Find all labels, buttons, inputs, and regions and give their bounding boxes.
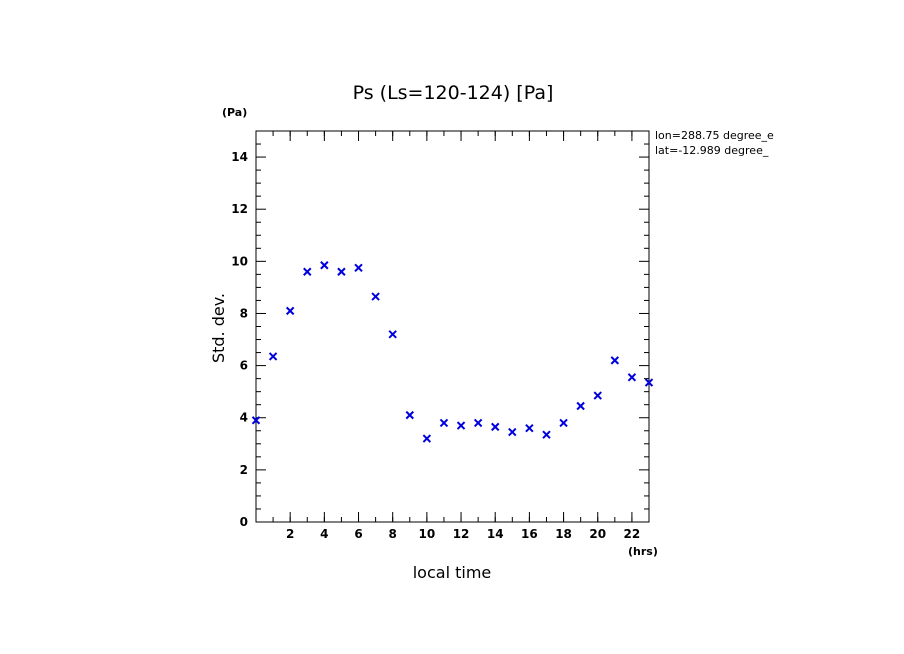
data-point xyxy=(559,418,568,428)
y-tick-label: 4 xyxy=(240,411,248,425)
plot-frame xyxy=(255,130,650,523)
x-tick-label: 16 xyxy=(521,527,538,541)
x-tick-label: 6 xyxy=(354,527,362,541)
data-point xyxy=(610,356,620,365)
x-axis-label: local time xyxy=(413,563,492,582)
x-tick-label: 10 xyxy=(419,527,436,541)
chart-title: Ps (Ls=120-124) [Pa] xyxy=(353,82,554,104)
data-point xyxy=(405,410,414,420)
data-point xyxy=(491,422,500,432)
x-tick-label: 14 xyxy=(487,527,504,541)
data-point xyxy=(644,378,654,387)
data-point xyxy=(303,267,312,276)
x-tick-label: 20 xyxy=(589,527,606,541)
x-tick-label: 8 xyxy=(389,527,397,541)
data-point xyxy=(439,418,449,428)
y-tick-label: 10 xyxy=(231,254,248,268)
data-point xyxy=(542,430,551,439)
tick-labels: 2 4 6 8 10 12 14 16 18 20 22 0 2 4 6 8 10 12 14 xyxy=(231,150,640,541)
data-point xyxy=(268,352,278,361)
data-markers xyxy=(251,261,654,443)
data-point xyxy=(473,418,483,428)
y-tick-label: 14 xyxy=(231,150,248,164)
data-point xyxy=(525,423,534,433)
x-tick-label: 4 xyxy=(320,527,328,541)
data-point xyxy=(337,267,346,276)
y-axis-label: Std. dev. xyxy=(209,293,228,363)
data-point xyxy=(371,292,380,301)
x-tick-label: 18 xyxy=(555,527,572,541)
data-point xyxy=(422,434,432,443)
data-point xyxy=(320,261,329,270)
y-tick-label: 0 xyxy=(240,515,248,529)
x-unit-label: (hrs) xyxy=(628,545,658,558)
y-unit-label: (Pa) xyxy=(222,106,247,119)
data-point xyxy=(508,427,517,437)
data-point xyxy=(354,263,363,273)
data-point xyxy=(576,401,585,411)
x-tick-label: 12 xyxy=(453,527,470,541)
longitude-annotation: lon=288.75 degree_e xyxy=(655,129,774,142)
data-point xyxy=(388,330,397,339)
y-tick-label: 2 xyxy=(240,463,248,477)
y-tick-label: 8 xyxy=(240,306,248,320)
axis-ticks xyxy=(256,131,649,523)
x-tick-label: 2 xyxy=(286,527,294,541)
data-point xyxy=(627,373,637,382)
x-tick-label: 22 xyxy=(624,527,641,541)
data-point xyxy=(456,421,466,430)
data-point xyxy=(251,416,261,425)
data-point xyxy=(285,306,295,316)
data-point xyxy=(593,391,602,400)
y-tick-label: 6 xyxy=(240,359,248,373)
latitude-annotation: lat=-12.989 degree_ xyxy=(655,144,769,157)
y-tick-label: 12 xyxy=(231,202,248,216)
